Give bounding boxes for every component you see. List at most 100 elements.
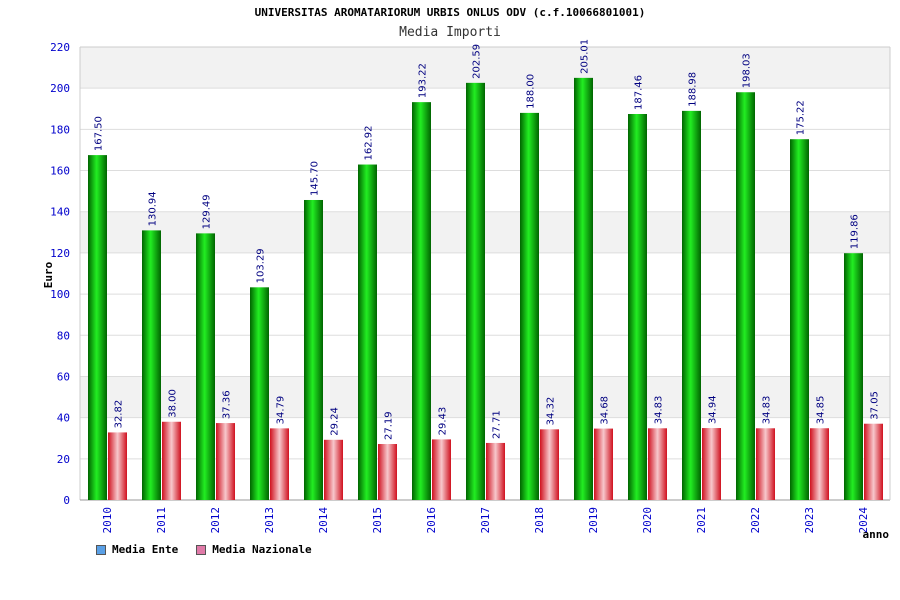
data-label-ente: 162.92 <box>364 126 375 161</box>
data-label-nazionale: 37.05 <box>870 391 881 420</box>
data-label-ente: 129.49 <box>202 194 213 229</box>
bar-media-ente-2022 <box>736 92 755 501</box>
bar-media-nazionale-2016 <box>432 439 451 500</box>
bar-media-ente-2017 <box>466 82 485 501</box>
data-label-ente: 188.00 <box>526 74 537 109</box>
y-axis-label: Euro <box>42 261 55 288</box>
y-tick-label: 120 <box>50 247 70 260</box>
bar-media-nazionale-2017 <box>486 442 505 500</box>
y-tick-label: 220 <box>50 41 70 54</box>
data-label-nazionale: 34.32 <box>546 397 557 426</box>
legend-item-ente: Media Ente <box>96 543 178 556</box>
data-label-nazionale: 38.00 <box>168 389 179 418</box>
bar-media-ente-2010 <box>88 155 107 500</box>
x-tick-label: 2021 <box>695 507 708 534</box>
data-label-nazionale: 27.71 <box>492 410 503 439</box>
y-tick-label: 60 <box>57 370 70 383</box>
y-tick-label: 20 <box>57 453 70 466</box>
bar-media-nazionale-2011 <box>162 421 181 500</box>
bar-media-ente-2012 <box>196 233 215 500</box>
data-label-nazionale: 29.43 <box>438 407 449 436</box>
legend-swatch-nazionale <box>196 544 207 555</box>
bar-media-nazionale-2015 <box>378 444 397 500</box>
data-label-ente: 198.03 <box>742 53 753 88</box>
data-label-ente: 187.46 <box>634 75 645 110</box>
x-tick-label: 2011 <box>155 507 168 534</box>
data-label-ente: 175.22 <box>796 100 807 135</box>
y-tick-label: 100 <box>50 288 70 301</box>
x-tick-label: 2010 <box>101 507 114 534</box>
y-tick-label: 80 <box>57 329 70 342</box>
data-label-ente: 103.29 <box>256 248 267 283</box>
x-tick-label: 2017 <box>479 507 492 534</box>
data-label-nazionale: 34.79 <box>276 396 287 425</box>
bar-media-nazionale-2010 <box>108 432 127 500</box>
bar-media-ente-2011 <box>142 230 161 500</box>
bar-media-nazionale-2018 <box>540 429 559 500</box>
data-label-ente: 119.86 <box>850 214 861 249</box>
chart-title: UNIVERSITAS AROMATARIORUM URBIS ONLUS OD… <box>254 6 646 19</box>
bar-media-ente-2014 <box>304 199 323 500</box>
x-tick-label: 2023 <box>803 507 816 534</box>
bar-media-nazionale-2019 <box>594 428 613 500</box>
bar-media-ente-2018 <box>520 112 539 501</box>
legend-label-nazionale: Media Nazionale <box>212 543 312 556</box>
bar-media-ente-2015 <box>358 164 377 501</box>
legend-label-ente: Media Ente <box>112 543 179 556</box>
data-label-nazionale: 34.68 <box>600 396 611 425</box>
bar-media-nazionale-2021 <box>702 428 721 500</box>
bar-media-ente-2023 <box>790 139 809 500</box>
legend-swatch-ente <box>96 544 106 555</box>
chart-subtitle: Media Importi <box>399 25 501 40</box>
x-tick-label: 2015 <box>371 507 384 534</box>
y-tick-label: 180 <box>50 123 70 136</box>
data-label-nazionale: 34.83 <box>654 396 665 425</box>
data-label-ente: 145.70 <box>310 161 321 196</box>
bar-media-ente-2020 <box>628 114 647 501</box>
bar-media-ente-2013 <box>250 287 269 500</box>
data-label-ente: 167.50 <box>94 116 105 151</box>
bar-media-nazionale-2024 <box>864 423 883 500</box>
bar-media-nazionale-2023 <box>810 428 829 500</box>
data-label-ente: 130.94 <box>148 191 159 226</box>
data-label-nazionale: 34.85 <box>816 396 827 425</box>
y-tick-label: 40 <box>57 412 70 425</box>
bar-media-nazionale-2022 <box>756 428 775 500</box>
grid-band <box>80 47 890 89</box>
data-label-nazionale: 34.83 <box>762 396 773 425</box>
x-tick-label: 2012 <box>209 507 222 534</box>
data-label-ente: 188.98 <box>688 72 699 107</box>
bar-media-nazionale-2014 <box>324 439 343 500</box>
y-tick-label: 160 <box>50 165 70 178</box>
x-tick-label: 2016 <box>425 507 438 534</box>
bar-media-ente-2019 <box>574 77 593 500</box>
x-tick-label: 2019 <box>587 507 600 534</box>
legend: Media Ente Media Nazionale <box>96 543 312 556</box>
x-tick-label: 2014 <box>317 507 330 534</box>
bar-media-ente-2024 <box>844 253 863 500</box>
data-label-ente: 205.01 <box>580 39 591 74</box>
y-tick-label: 140 <box>50 206 70 219</box>
x-tick-label: 2018 <box>533 507 546 534</box>
legend-item-nazionale: Media Nazionale <box>196 543 312 556</box>
data-label-nazionale: 34.94 <box>708 395 719 424</box>
data-label-nazionale: 32.82 <box>114 400 125 429</box>
x-tick-label: 2022 <box>749 507 762 534</box>
data-label-ente: 202.59 <box>472 44 483 79</box>
bar-media-ente-2016 <box>412 102 431 500</box>
bar-media-nazionale-2013 <box>270 428 289 500</box>
data-label-ente: 193.22 <box>418 63 429 98</box>
y-tick-label: 200 <box>50 82 70 95</box>
bar-media-nazionale-2012 <box>216 423 235 500</box>
x-tick-label: 2020 <box>641 507 654 534</box>
x-tick-label: 2013 <box>263 507 276 534</box>
data-label-nazionale: 27.19 <box>384 411 395 440</box>
data-label-nazionale: 29.24 <box>330 407 341 436</box>
x-tick-label: 2024 <box>857 507 870 534</box>
data-label-nazionale: 37.36 <box>222 390 233 419</box>
bar-media-ente-2021 <box>682 110 701 501</box>
x-axis-label: anno <box>863 528 890 541</box>
y-tick-label: 0 <box>63 494 70 507</box>
bar-media-nazionale-2020 <box>648 428 667 500</box>
